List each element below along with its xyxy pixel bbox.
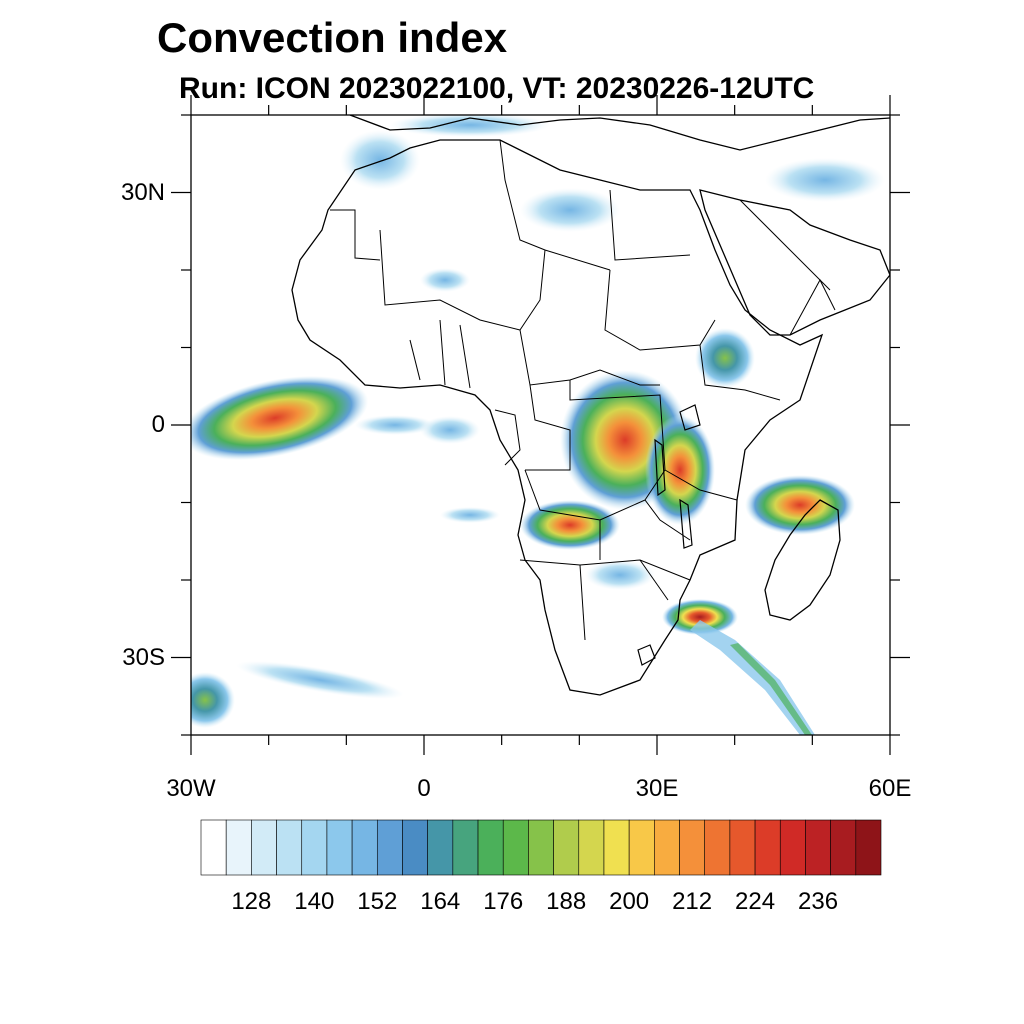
colorbar-bin	[603, 819, 630, 876]
colorbar-bin	[729, 819, 756, 876]
colorbar-bin	[779, 819, 806, 876]
colorbar-tick-label: 212	[672, 888, 713, 915]
colorbar-bin	[578, 819, 605, 876]
convection-atlantic-trail	[355, 415, 435, 435]
colorbar-bin	[427, 819, 454, 876]
convection-angola	[520, 500, 620, 550]
lesotho-outline	[637, 644, 656, 666]
colorbar-tick-label: 200	[609, 888, 650, 915]
colorbar-bin	[704, 819, 731, 876]
arabia-coastline	[699, 189, 890, 336]
colorbar-tick-label: 236	[798, 888, 839, 915]
colorbar-tick-label: 176	[483, 888, 524, 915]
colorbar-bin	[301, 819, 328, 876]
lake-victoria-outline	[679, 404, 701, 431]
colorbar-bin	[351, 819, 378, 876]
lake-malawi-outline	[679, 498, 693, 549]
colorbar-bin	[326, 819, 353, 876]
lat-tick-label: 0	[151, 411, 165, 438]
convection-south-atlantic	[236, 661, 404, 699]
map-field	[191, 115, 890, 735]
colorbar-tick-label: 164	[420, 888, 461, 915]
colorbar-bin	[528, 819, 554, 876]
colorbar-bin	[502, 819, 529, 876]
lon-tick-label: 0	[417, 775, 431, 802]
lon-tick-label: 60E	[868, 775, 912, 802]
colorbar-bin	[628, 819, 655, 876]
colorbar-bin	[200, 819, 227, 876]
convection-east-africa	[645, 415, 715, 525]
convection-gulf-guinea	[420, 416, 480, 444]
lakes	[637, 404, 701, 666]
colorbar-bin	[805, 819, 831, 876]
europe-coastline	[349, 115, 890, 151]
convection-mediterranean	[390, 115, 550, 137]
colorbar-bin	[251, 819, 277, 876]
lat-tick-label: 30S	[122, 643, 165, 671]
colorbar-bin	[553, 819, 580, 876]
convection-frontal-band-core	[730, 643, 812, 735]
colorbar-bin	[376, 819, 403, 876]
convection-mozambique-coast	[662, 599, 738, 635]
convection-west-africa	[420, 268, 470, 292]
convection-sahara	[520, 188, 620, 232]
colorbar-bin	[679, 819, 706, 876]
lat-tick-label: 30N	[120, 178, 165, 206]
coastlines	[291, 115, 890, 696]
colorbar-bin	[225, 819, 252, 876]
colorbar-tick-label: 224	[735, 888, 776, 915]
convection-tropical-atlantic	[191, 375, 369, 461]
lon-tick-label: 30E	[635, 775, 679, 802]
colorbar-tick-label: 152	[357, 888, 398, 915]
convection-north-africa	[340, 130, 420, 190]
colorbar-tick-label: 128	[231, 888, 272, 915]
convection-sw-corner	[191, 672, 235, 728]
convection-namibia	[585, 560, 655, 590]
convection-frontal-band	[690, 620, 815, 735]
colorbar-bin	[855, 819, 882, 876]
colorbar-bin	[754, 819, 781, 876]
country-borders	[330, 139, 836, 641]
colorbar-bin	[830, 819, 857, 876]
madagascar-coastline	[764, 499, 841, 621]
convection-arabia	[765, 158, 885, 202]
lake-tanganyika-outline	[654, 438, 666, 497]
lon-tick-label: 30W	[166, 775, 216, 802]
colorbar	[200, 819, 882, 876]
colorbar-bin	[402, 819, 428, 876]
colorbar-bin	[654, 819, 680, 876]
colorbar-tick-label: 188	[546, 888, 587, 915]
chart-title: Convection index	[157, 14, 508, 61]
colorbar-tick-label: 140	[294, 888, 335, 915]
convection-madagascar-north	[745, 475, 855, 535]
colorbar-bin	[276, 819, 303, 876]
colorbar-bin	[477, 819, 504, 876]
convection-field	[191, 115, 885, 735]
axis-ticks	[171, 95, 910, 755]
colorbar-bin	[452, 819, 479, 876]
africa-coastline	[291, 139, 824, 696]
convection-ethiopia	[695, 328, 755, 388]
run-subtitle: Run: ICON 2023022100, VT: 20230226-12UTC	[179, 72, 815, 105]
convection-atlantic-mid	[440, 507, 500, 523]
